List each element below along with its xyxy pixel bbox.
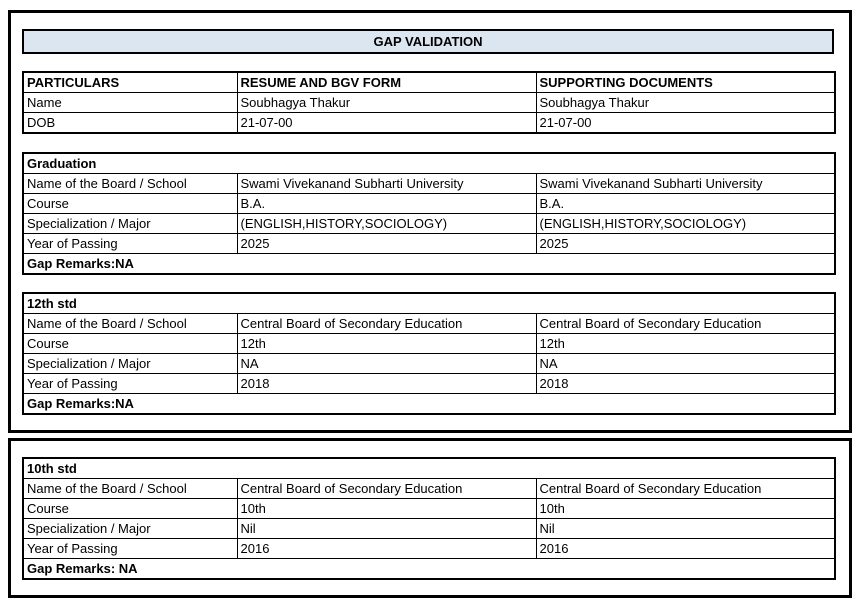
gap-remarks-graduation: Gap Remarks:NA — [22, 253, 836, 275]
cell-board-supporting: Central Board of Secondary Education — [535, 478, 836, 499]
cell-course-supporting: 12th — [535, 333, 836, 354]
cell-year-resume: 2016 — [236, 538, 537, 559]
row-label-course: Course — [22, 333, 238, 354]
cell-board-supporting: Central Board of Secondary Education — [535, 313, 836, 334]
table-row: Course 10th 10th — [22, 498, 836, 519]
cell-specialization-resume: NA — [236, 353, 537, 374]
table-row: Year of Passing 2018 2018 — [22, 373, 836, 394]
particulars-header-row: PARTICULARS RESUME AND BGV FORM SUPPORTI… — [22, 71, 836, 93]
tenth-std-section-table: 10th std Name of the Board / School Cent… — [22, 457, 837, 580]
graduation-section-table: Graduation Name of the Board / School Sw… — [22, 152, 837, 275]
cell-year-resume: 2025 — [236, 233, 537, 254]
table-row: Name Soubhagya Thakur Soubhagya Thakur — [22, 92, 836, 113]
cell-year-supporting: 2018 — [535, 373, 836, 394]
cell-dob-supporting: 21-07-00 — [535, 112, 836, 134]
cell-name-supporting: Soubhagya Thakur — [535, 92, 836, 113]
section-title-row: 10th std — [22, 457, 836, 479]
row-label-board: Name of the Board / School — [22, 313, 238, 334]
column-header-supporting-docs: SUPPORTING DOCUMENTS — [535, 71, 836, 93]
cell-course-supporting: 10th — [535, 498, 836, 519]
row-label-dob: DOB — [22, 112, 238, 134]
cell-year-resume: 2018 — [236, 373, 537, 394]
row-label-course: Course — [22, 498, 238, 519]
cell-board-supporting: Swami Vivekanand Subharti University — [535, 173, 836, 194]
table-row: Name of the Board / School Central Board… — [22, 478, 836, 499]
row-label-name: Name — [22, 92, 238, 113]
row-label-specialization: Specialization / Major — [22, 213, 238, 234]
table-row: Course 12th 12th — [22, 333, 836, 354]
gap-remarks-tenth: Gap Remarks: NA — [22, 558, 836, 580]
cell-course-supporting: B.A. — [535, 193, 836, 214]
table-row: Specialization / Major Nil Nil — [22, 518, 836, 539]
cell-board-resume: Central Board of Secondary Education — [236, 478, 537, 499]
section-title-twelfth: 12th std — [22, 292, 836, 314]
gap-remarks-row: Gap Remarks:NA — [22, 393, 836, 415]
row-label-board: Name of the Board / School — [22, 173, 238, 194]
cell-board-resume: Swami Vivekanand Subharti University — [236, 173, 537, 194]
row-label-board: Name of the Board / School — [22, 478, 238, 499]
table-row: Year of Passing 2025 2025 — [22, 233, 836, 254]
cell-year-supporting: 2025 — [535, 233, 836, 254]
row-label-year: Year of Passing — [22, 538, 238, 559]
section-title-tenth: 10th std — [22, 457, 836, 479]
cell-name-resume: Soubhagya Thakur — [236, 92, 537, 113]
particulars-table: PARTICULARS RESUME AND BGV FORM SUPPORTI… — [22, 71, 836, 134]
cell-specialization-supporting: Nil — [535, 518, 836, 539]
gap-remarks-row: Gap Remarks: NA — [22, 558, 836, 580]
table-row: Name of the Board / School Swami Vivekan… — [22, 173, 836, 194]
cell-board-resume: Central Board of Secondary Education — [236, 313, 537, 334]
cell-year-supporting: 2016 — [535, 538, 836, 559]
table-row: Year of Passing 2016 2016 — [22, 538, 836, 559]
gap-remarks-twelfth: Gap Remarks:NA — [22, 393, 836, 415]
section-title-row: Graduation — [22, 152, 836, 174]
cell-course-resume: 10th — [236, 498, 537, 519]
cell-course-resume: B.A. — [236, 193, 537, 214]
row-label-year: Year of Passing — [22, 373, 238, 394]
page-title: GAP VALIDATION — [22, 29, 834, 54]
cell-course-resume: 12th — [236, 333, 537, 354]
row-label-course: Course — [22, 193, 238, 214]
gap-remarks-row: Gap Remarks:NA — [22, 253, 836, 275]
table-row: DOB 21-07-00 21-07-00 — [22, 112, 836, 134]
tenth-document-box: 10th std Name of the Board / School Cent… — [8, 438, 852, 598]
section-title-graduation: Graduation — [22, 152, 836, 174]
table-row: Specialization / Major (ENGLISH,HISTORY,… — [22, 213, 836, 234]
table-row: Name of the Board / School Central Board… — [22, 313, 836, 334]
cell-specialization-resume: (ENGLISH,HISTORY,SOCIOLOGY) — [236, 213, 537, 234]
row-label-specialization: Specialization / Major — [22, 518, 238, 539]
main-document-box: GAP VALIDATION PARTICULARS RESUME AND BG… — [8, 10, 852, 433]
cell-dob-resume: 21-07-00 — [236, 112, 537, 134]
table-row: Specialization / Major NA NA — [22, 353, 836, 374]
column-header-particulars: PARTICULARS — [22, 71, 238, 93]
cell-specialization-resume: Nil — [236, 518, 537, 539]
twelfth-std-section-table: 12th std Name of the Board / School Cent… — [22, 292, 837, 415]
row-label-year: Year of Passing — [22, 233, 238, 254]
cell-specialization-supporting: NA — [535, 353, 836, 374]
section-title-row: 12th std — [22, 292, 836, 314]
table-row: Course B.A. B.A. — [22, 193, 836, 214]
column-header-resume-bgv: RESUME AND BGV FORM — [236, 71, 537, 93]
cell-specialization-supporting: (ENGLISH,HISTORY,SOCIOLOGY) — [535, 213, 836, 234]
row-label-specialization: Specialization / Major — [22, 353, 238, 374]
